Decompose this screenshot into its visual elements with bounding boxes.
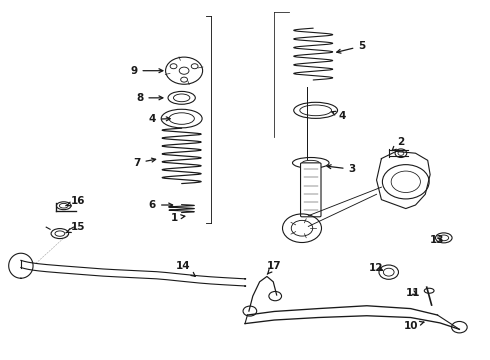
Text: 14: 14 bbox=[175, 261, 196, 276]
Text: 5: 5 bbox=[337, 41, 366, 53]
Text: 10: 10 bbox=[403, 321, 424, 331]
Text: 1: 1 bbox=[171, 212, 185, 222]
Text: 7: 7 bbox=[133, 158, 156, 168]
Text: 8: 8 bbox=[136, 93, 163, 103]
Text: 13: 13 bbox=[430, 235, 445, 245]
Text: 15: 15 bbox=[66, 222, 86, 233]
Text: 16: 16 bbox=[66, 197, 86, 206]
FancyBboxPatch shape bbox=[300, 163, 321, 217]
Text: 11: 11 bbox=[406, 288, 420, 297]
Text: 4: 4 bbox=[332, 111, 346, 121]
Text: 12: 12 bbox=[369, 262, 384, 273]
Text: 4: 4 bbox=[149, 114, 170, 124]
Text: 2: 2 bbox=[392, 138, 405, 150]
Text: 9: 9 bbox=[130, 66, 163, 76]
Text: 17: 17 bbox=[267, 261, 282, 274]
Text: 3: 3 bbox=[327, 164, 356, 174]
Text: 6: 6 bbox=[149, 200, 172, 210]
